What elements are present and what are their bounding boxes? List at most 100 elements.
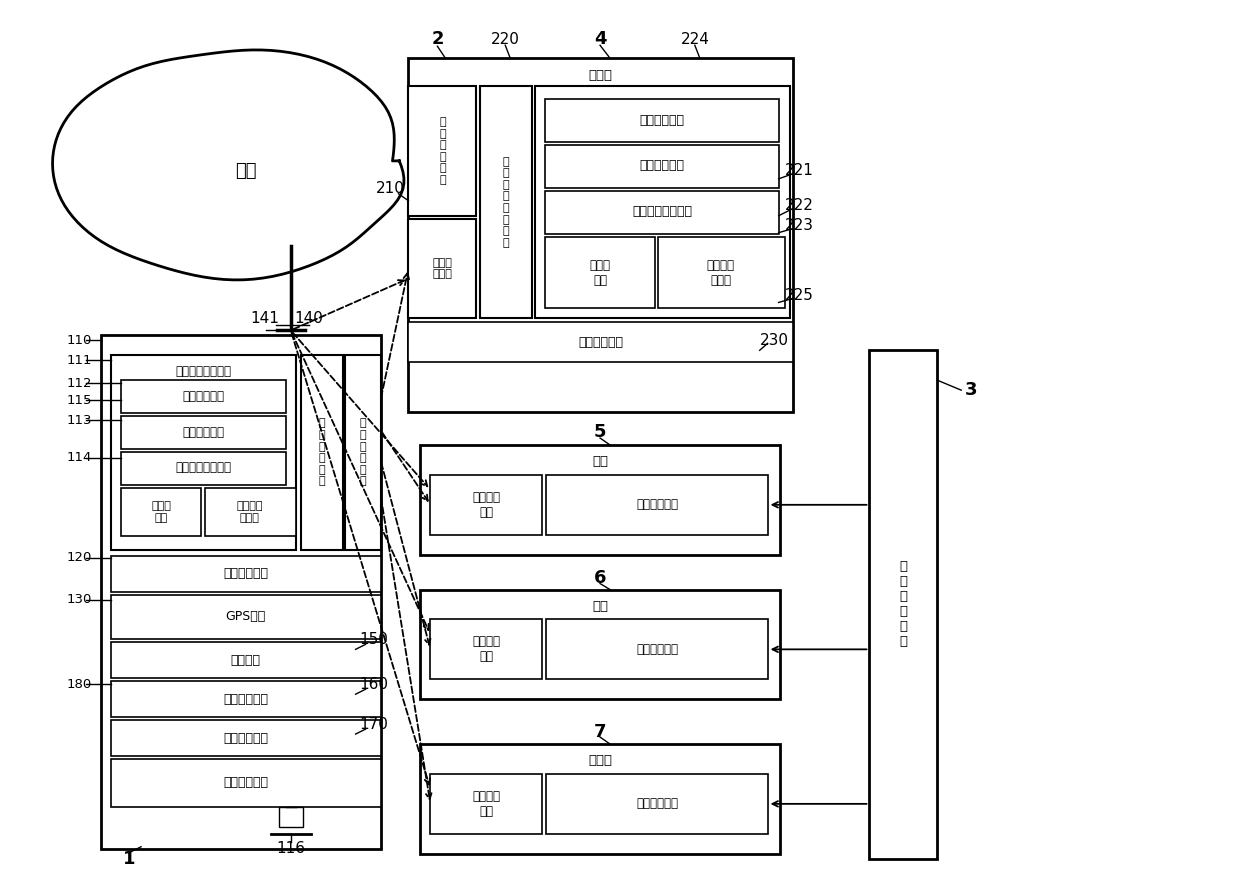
Bar	[279, 807, 303, 827]
Bar	[122, 452, 285, 485]
Text: 113: 113	[67, 413, 92, 427]
Text: 140: 140	[294, 311, 324, 326]
Text: 第一微
光器: 第一微 光器	[589, 258, 610, 287]
Bar	[536, 86, 790, 319]
Text: 6: 6	[594, 568, 606, 587]
Bar	[546, 145, 779, 188]
Bar	[546, 774, 768, 834]
Text: 第二调制模块: 第二调制模块	[640, 159, 684, 173]
Text: GPS模块: GPS模块	[226, 610, 265, 623]
Bar	[430, 774, 542, 834]
Bar	[112, 556, 381, 591]
Text: 第
二
信
息
发
送
组
件: 第 二 信 息 发 送 组 件	[503, 157, 510, 248]
Bar	[420, 445, 780, 555]
Text: 130: 130	[67, 593, 92, 606]
Text: 第一控制组件: 第一控制组件	[578, 335, 622, 349]
Text: 信息接收终端: 信息接收终端	[636, 643, 678, 656]
Bar	[112, 595, 381, 639]
Text: 直升机: 直升机	[588, 755, 613, 767]
Bar	[658, 236, 785, 308]
Bar	[420, 744, 780, 854]
Bar	[112, 355, 295, 550]
Text: 第一激光发射模块: 第一激光发射模块	[175, 461, 232, 474]
Text: 第一激
光器: 第一激 光器	[151, 501, 171, 522]
Text: 第
一
解
调
模
块: 第 一 解 调 模 块	[439, 117, 445, 185]
Text: 信息接收终端: 信息接收终端	[636, 797, 678, 811]
Text: 225: 225	[785, 288, 813, 303]
Text: 显示模块: 显示模块	[231, 654, 260, 666]
Text: 第一信息发送组件: 第一信息发送组件	[175, 365, 232, 378]
Bar	[480, 86, 532, 319]
Bar	[546, 236, 655, 308]
Text: 5: 5	[594, 423, 606, 441]
Bar	[112, 681, 381, 717]
Bar	[546, 191, 779, 234]
Text: 第二输入模块: 第二输入模块	[640, 113, 684, 127]
Polygon shape	[52, 50, 404, 280]
Text: 114: 114	[67, 451, 92, 465]
Text: 第
二
解
调
模
块: 第 二 解 调 模 块	[360, 419, 366, 487]
Text: 无人机: 无人机	[589, 69, 613, 81]
Text: 170: 170	[360, 717, 388, 732]
Text: 用户设备终端: 用户设备终端	[223, 776, 268, 789]
Bar	[122, 416, 285, 449]
Text: 车载: 车载	[591, 456, 608, 468]
Text: 111: 111	[67, 354, 92, 366]
Text: 4: 4	[594, 30, 606, 49]
Bar	[408, 86, 476, 216]
Bar	[301, 355, 342, 550]
Bar	[122, 381, 285, 413]
Text: 第一激光
器电源: 第一激光 器电源	[237, 501, 263, 522]
Text: 2: 2	[432, 30, 444, 49]
Text: 223: 223	[785, 219, 815, 233]
Bar	[546, 475, 768, 535]
Bar	[102, 335, 381, 849]
Text: 180: 180	[67, 678, 92, 690]
Text: 第一激光
器电源: 第一激光 器电源	[707, 258, 735, 287]
Text: 150: 150	[360, 632, 388, 647]
Text: 112: 112	[67, 377, 92, 389]
Text: 第一输入模块: 第一输入模块	[182, 389, 224, 403]
Text: 远
程
处
理
终
端: 远 程 处 理 终 端	[899, 560, 908, 649]
Bar	[546, 620, 768, 680]
Text: 160: 160	[360, 677, 388, 692]
Bar	[122, 488, 201, 535]
Bar	[869, 350, 937, 858]
Text: 3: 3	[965, 381, 977, 399]
Text: 第二控制模块: 第二控制模块	[223, 693, 268, 705]
Text: 第一解调
模块: 第一解调 模块	[472, 635, 500, 664]
Bar	[112, 759, 381, 807]
Text: 1: 1	[123, 850, 135, 867]
Bar	[408, 219, 476, 319]
Bar	[112, 720, 381, 756]
Bar	[430, 620, 542, 680]
Text: 141: 141	[250, 311, 279, 326]
Text: 7: 7	[594, 723, 606, 741]
Text: 220: 220	[491, 32, 520, 47]
Text: 221: 221	[785, 164, 813, 179]
Bar	[408, 322, 792, 362]
Bar	[546, 99, 779, 142]
Text: 第一解调
模块: 第一解调 模块	[472, 789, 500, 818]
Bar	[420, 589, 780, 699]
Text: 224: 224	[681, 32, 709, 47]
Bar	[112, 643, 381, 678]
Text: 230: 230	[760, 333, 789, 348]
Text: 210: 210	[376, 181, 405, 196]
Bar	[430, 475, 542, 535]
Text: 模式切换模块: 模式切换模块	[223, 732, 268, 744]
Text: 110: 110	[67, 334, 92, 347]
Text: 222: 222	[785, 198, 813, 213]
Text: 第二激光发射模块: 第二激光发射模块	[632, 205, 692, 219]
Bar	[408, 58, 792, 412]
Text: 应急电源模块: 应急电源模块	[223, 567, 268, 580]
Text: 手持: 手持	[591, 600, 608, 613]
Text: 信息接收终端: 信息接收终端	[636, 498, 678, 512]
Bar	[205, 488, 295, 535]
Text: 信息接
收终端: 信息接 收终端	[433, 258, 453, 280]
Bar	[345, 355, 381, 550]
Text: 116: 116	[277, 842, 305, 856]
Text: 信
息
接
收
组
件: 信 息 接 收 组 件	[319, 419, 325, 487]
Text: 第一调制模块: 第一调制模块	[182, 426, 224, 439]
Text: 第一解调
模块: 第一解调 模块	[472, 491, 500, 519]
